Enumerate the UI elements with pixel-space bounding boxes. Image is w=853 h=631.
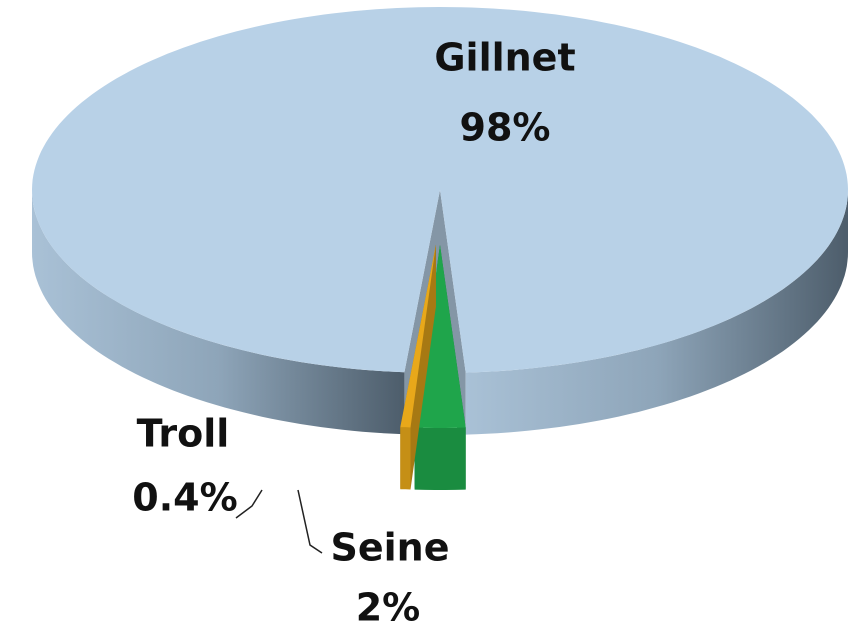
category-label: Seine [331, 526, 450, 570]
value-label: 2% [356, 586, 421, 630]
pie-slice [414, 245, 466, 428]
slice-side [440, 190, 466, 435]
slice-rim [414, 427, 466, 490]
leader-line [297, 489, 323, 554]
value-label: 98% [460, 106, 551, 150]
slice-rim [465, 190, 848, 435]
category-label: Gillnet [434, 36, 575, 80]
pie-slice [400, 244, 436, 428]
leader-line [235, 489, 263, 519]
pie-slice [32, 7, 848, 373]
slice-rim [400, 427, 411, 490]
category-label: Troll [137, 412, 230, 456]
value-label: 0.4% [132, 476, 237, 520]
slice-rim [32, 190, 405, 435]
